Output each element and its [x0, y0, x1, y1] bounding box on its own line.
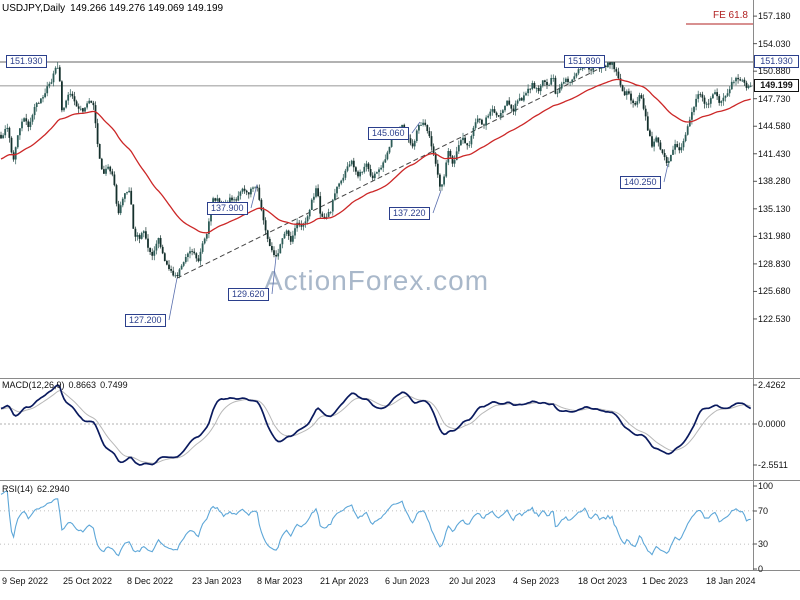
macd-line [0, 383, 752, 466]
macd-axis-tick: 2.4262 [758, 380, 786, 390]
macd-value: 0.8663 [68, 380, 97, 390]
swing-annotation: 151.930 [6, 55, 47, 68]
swing-annotation: 151.890 [564, 55, 605, 68]
macd-axis-tick: 0.0000 [758, 419, 786, 429]
swing-annotation: 140.250 [620, 176, 661, 189]
date-label: 20 Jul 2023 [449, 576, 496, 586]
rsi-axis-tick: 100 [758, 481, 774, 491]
macd-axis-tick: -2.5511 [758, 460, 788, 470]
date-label: 18 Oct 2023 [578, 576, 628, 586]
rsi-line [0, 490, 751, 557]
price-axis-tick: 138.280 [758, 176, 791, 187]
swing-annotation: 137.220 [389, 207, 430, 220]
price-axis-tick: 135.130 [758, 203, 791, 214]
date-label: 6 Jun 2023 [385, 576, 430, 586]
swing-annotation: 129.620 [228, 288, 269, 301]
candles-down-bodies [0, 62, 748, 277]
swing-annotation: 137.900 [207, 202, 248, 215]
candles-up-bodies [2, 62, 752, 277]
trendline [176, 61, 613, 279]
price-axis-tick: 150.880 [758, 66, 791, 77]
candles-down-wicks [0, 62, 747, 279]
date-label: 21 Apr 2023 [320, 576, 369, 586]
axis-price-box: 149.199 [754, 78, 799, 92]
macd-signal-line [0, 389, 751, 464]
watermark: ActionForex.com [263, 265, 490, 296]
macd-signal-value: 0.7499 [100, 380, 128, 390]
annotation-connector [411, 121, 421, 134]
price-axis-tick: 144.580 [758, 121, 791, 132]
annotation-connector [271, 256, 277, 295]
ohlc-values: 149.266 149.276 149.069 149.199 [70, 3, 224, 14]
date-label: 8 Dec 2022 [127, 576, 174, 586]
date-label: 25 Oct 2022 [63, 576, 113, 586]
macd-name: MACD(12,26,9) [2, 380, 65, 390]
annotation-connector [250, 184, 258, 209]
chart-title: USDJPY,Daily 149.266 149.276 149.069 149.… [2, 3, 228, 14]
fib-extension-label: FE 61.8 [712, 10, 748, 21]
price-axis-tick: 122.530 [758, 313, 791, 324]
rsi-axis-tick: 30 [758, 539, 769, 549]
candles-up-wicks [2, 62, 752, 279]
price-axis-tick: 125.680 [758, 286, 791, 297]
price-axis-tick: 128.830 [758, 258, 791, 269]
symbol-name: USDJPY,Daily [2, 3, 66, 14]
date-label: 18 Jan 2024 [706, 576, 756, 586]
macd-indicator-label: MACD(12,26,9) 0.8663 0.7499 [2, 380, 132, 390]
rsi-axis-tick: 0 [758, 564, 764, 574]
date-label: 9 Sep 2022 [2, 576, 49, 586]
date-label: 23 Jan 2023 [192, 576, 242, 586]
date-label: 1 Dec 2023 [642, 576, 689, 586]
price-axis-tick: 147.730 [758, 93, 791, 104]
rsi-value: 62.2940 [37, 484, 70, 494]
rsi-indicator-label: RSI(14) 62.2940 [2, 484, 74, 494]
price-axis-tick: 157.180 [758, 11, 791, 22]
price-axis-tick: 141.430 [758, 148, 791, 159]
price-axis-tick: 154.030 [758, 38, 791, 49]
rsi-axis-tick: 70 [758, 506, 769, 516]
price-axis-tick: 131.980 [758, 231, 791, 242]
date-label: 4 Sep 2023 [513, 576, 560, 586]
date-label: 8 Mar 2023 [257, 576, 303, 586]
swing-annotation: 127.200 [125, 314, 166, 327]
annotation-connector [432, 190, 442, 214]
swing-annotation: 145.060 [368, 127, 409, 140]
axis-price-box: 151.930 [754, 55, 799, 68]
annotation-connector [663, 163, 669, 183]
moving-average-line [0, 78, 751, 234]
annotation-connector [168, 278, 178, 321]
rsi-name: RSI(14) [2, 484, 34, 494]
